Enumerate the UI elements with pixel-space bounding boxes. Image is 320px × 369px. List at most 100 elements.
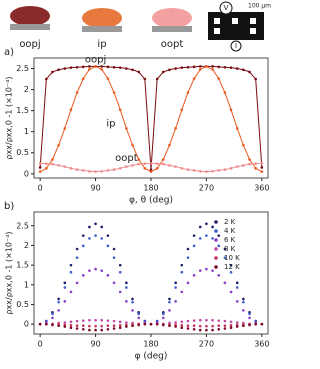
data-point — [75, 256, 79, 259]
y-tick-label: 1 — [24, 280, 29, 289]
current-source — [230, 40, 242, 52]
data-point — [100, 324, 104, 328]
data-point — [186, 327, 190, 330]
data-point — [63, 325, 67, 328]
data-point — [192, 319, 196, 322]
data-point — [223, 91, 227, 94]
x-tick-label: 0 — [38, 184, 43, 193]
data-point — [38, 170, 42, 173]
data-point — [155, 167, 159, 170]
data-point — [118, 263, 122, 267]
data-point — [186, 319, 190, 323]
data-point — [125, 300, 128, 303]
data-point — [235, 300, 239, 303]
data-point — [211, 225, 214, 229]
data-point — [100, 328, 104, 332]
data-point — [88, 328, 91, 332]
data-point — [106, 319, 110, 322]
data-point — [137, 158, 140, 161]
data-point — [63, 281, 67, 285]
data-point — [57, 164, 60, 167]
plot-frame — [33, 57, 269, 179]
y-tick-label: 2.5 — [16, 64, 29, 73]
data-point — [260, 170, 264, 173]
data-point — [69, 324, 73, 327]
data-point — [155, 77, 159, 81]
data-point — [75, 168, 79, 171]
icon-label: oopt — [161, 39, 184, 50]
data-point — [137, 162, 140, 166]
data-point — [69, 108, 73, 112]
data-point — [69, 270, 73, 274]
x-tick-label: 90 — [90, 184, 100, 193]
data-point — [198, 328, 202, 332]
data-point — [205, 328, 208, 332]
data-point — [211, 65, 214, 68]
data-point — [198, 269, 202, 272]
data-point — [118, 324, 122, 327]
legend-label: 4 K — [224, 227, 236, 235]
data-point — [217, 234, 221, 237]
data-point — [118, 108, 122, 112]
data-point — [125, 165, 128, 168]
data-point — [112, 324, 116, 328]
data-point — [131, 143, 134, 147]
data-point — [63, 165, 67, 168]
data-point — [81, 244, 85, 248]
data-point — [186, 247, 190, 251]
data-point — [118, 167, 122, 170]
data-point — [248, 316, 251, 320]
icon-label: ip — [97, 39, 106, 50]
data-point — [51, 70, 54, 74]
data-point — [81, 234, 85, 237]
data-point — [100, 68, 104, 71]
data-point — [174, 300, 177, 303]
data-point — [192, 169, 196, 172]
data-point — [63, 67, 67, 70]
data-point — [106, 274, 110, 277]
data-point — [242, 309, 245, 312]
data-point — [242, 68, 245, 72]
data-point — [118, 326, 122, 330]
panel-label: b) — [4, 201, 14, 212]
data-point — [38, 161, 42, 165]
data-point — [125, 325, 128, 328]
data-point — [180, 320, 184, 324]
legend-marker — [214, 238, 218, 242]
panel-label: a) — [4, 47, 14, 58]
data-point — [88, 237, 91, 240]
data-point — [198, 225, 202, 229]
data-point — [186, 324, 190, 328]
data-point — [75, 319, 79, 323]
data-point — [192, 274, 196, 277]
data-point — [38, 166, 42, 169]
contact — [250, 18, 256, 24]
legend-marker — [214, 265, 218, 269]
contact — [250, 28, 256, 34]
data-point — [149, 170, 153, 173]
data-point — [174, 325, 177, 328]
data-point — [143, 77, 147, 81]
data-point — [260, 322, 264, 326]
data-point — [180, 270, 184, 274]
data-point — [131, 68, 134, 72]
data-point — [223, 247, 227, 251]
data-point — [198, 324, 202, 328]
legend-marker — [214, 220, 218, 224]
data-point — [211, 328, 214, 332]
y-tick-label: 0.5 — [16, 148, 29, 157]
data-point — [143, 167, 147, 170]
data-point — [242, 143, 245, 147]
data-point — [112, 319, 116, 323]
data-point — [75, 91, 79, 94]
data-point — [217, 77, 221, 80]
data-point — [57, 309, 60, 312]
contact — [214, 28, 220, 34]
data-point — [118, 66, 122, 69]
data-point — [69, 320, 73, 324]
data-point — [125, 286, 128, 289]
data-point — [248, 70, 251, 74]
data-point — [125, 67, 128, 70]
data-point — [51, 312, 54, 316]
